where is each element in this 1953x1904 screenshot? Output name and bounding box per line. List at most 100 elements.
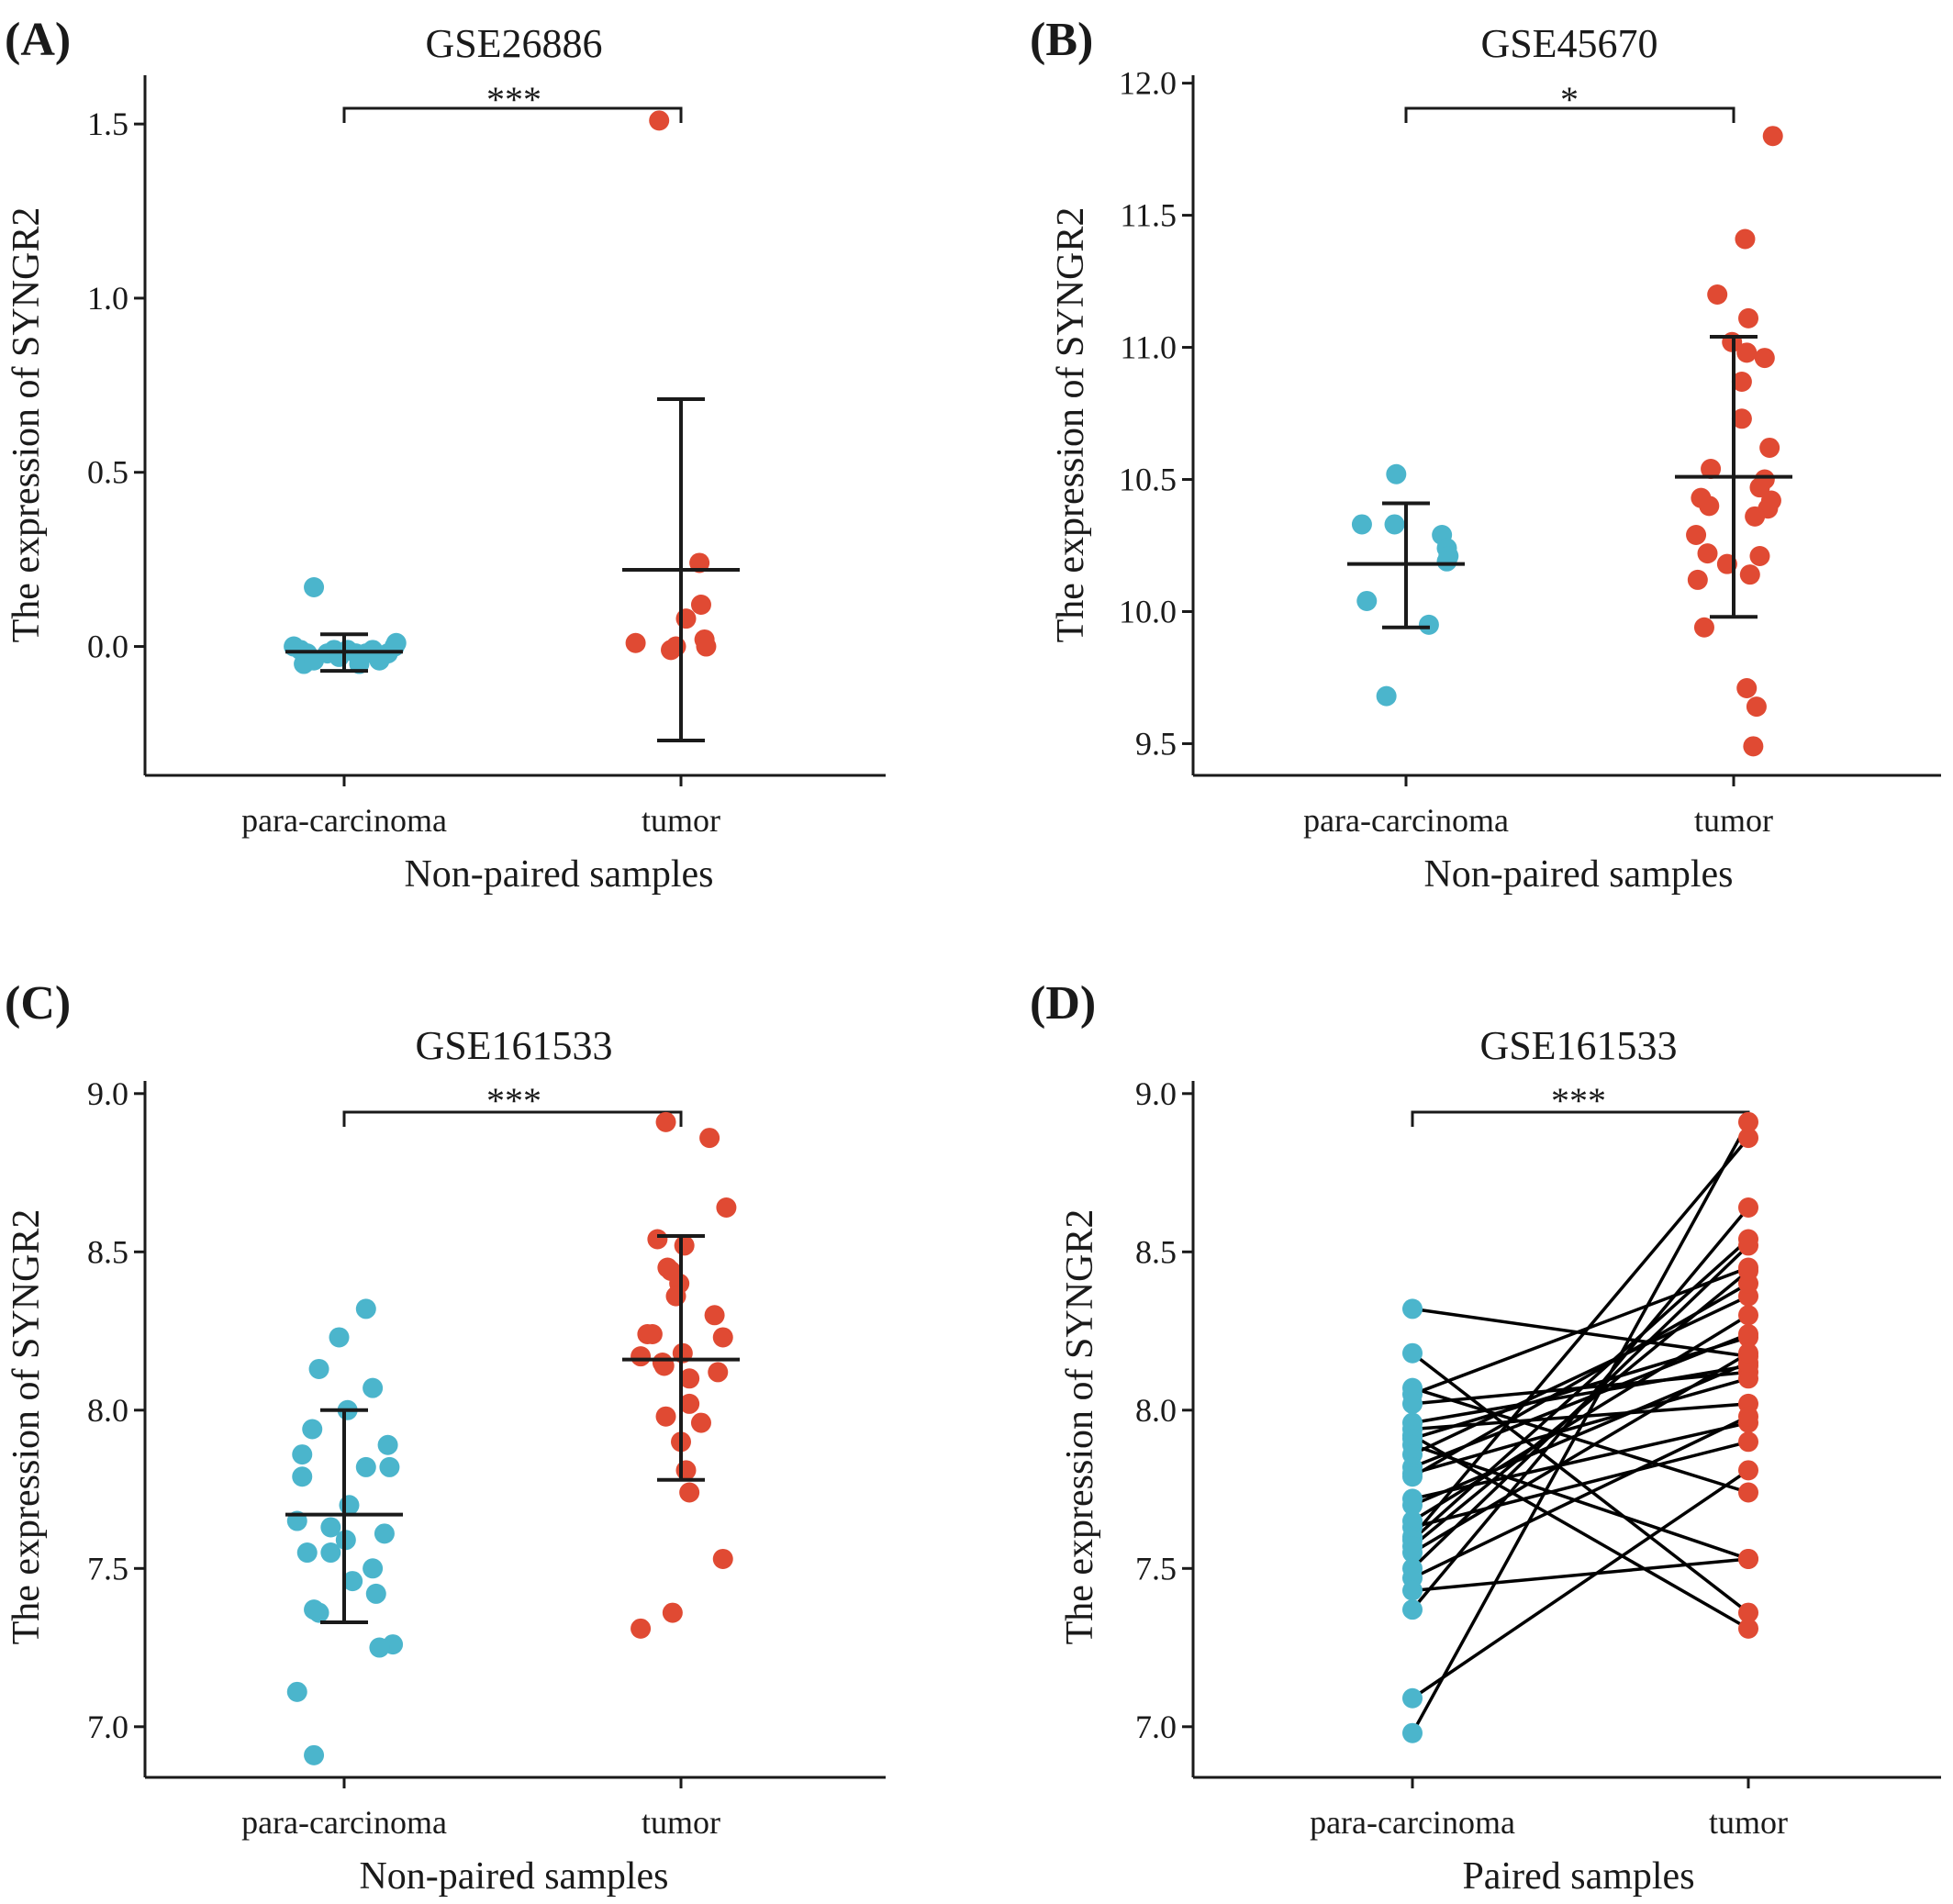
tumor-point (712, 1548, 733, 1569)
tumor-point (1686, 524, 1707, 545)
tumor-point (1738, 1342, 1758, 1364)
para-point (1402, 1298, 1423, 1319)
plot-area-c: 7.0 7.5 8.0 8.5 9.0 (87, 1075, 886, 1788)
tumor-point (1731, 408, 1752, 429)
x-category-label-d-tumor: tumor (1709, 1804, 1788, 1841)
para-point (1402, 1687, 1423, 1709)
tumor-point (675, 1460, 697, 1481)
pair-line (1412, 1386, 1749, 1495)
tumor-point (679, 1482, 700, 1503)
pair-line (1411, 1136, 1750, 1538)
tumor-point (665, 636, 686, 657)
tumor-point (1687, 569, 1708, 590)
tumor-point (679, 1393, 700, 1414)
para-point (1384, 514, 1405, 535)
tumor-point (674, 1235, 695, 1256)
panel-c: (C) GSE161533 Non-paired samples The exp… (5, 977, 886, 1898)
para-point (1418, 614, 1439, 635)
tumor-point (1759, 437, 1780, 458)
y-tick-label: 0.5 (87, 454, 128, 491)
plot-area-b: 9.5 10.0 10.5 11.0 11.5 12.0 (1119, 65, 1941, 786)
tumor-point (631, 1346, 652, 1367)
tumor-point (1707, 284, 1728, 305)
tumor-point (1743, 736, 1764, 757)
y-tick-label: 0.0 (87, 629, 128, 665)
tumor-point (1738, 307, 1759, 328)
tumor-point (690, 594, 711, 615)
significance-bracket (342, 106, 683, 123)
para-point (308, 1602, 329, 1623)
tumor-point (1754, 348, 1775, 369)
tumor-point (675, 608, 697, 629)
tumor-point (1739, 564, 1760, 585)
tumor-point (1736, 342, 1758, 363)
pair-line (1412, 1352, 1749, 1554)
y-tick-label: 7.5 (1135, 1550, 1177, 1587)
tumor-point (655, 1111, 676, 1132)
para-point (363, 1377, 384, 1398)
tumor-point (1746, 696, 1767, 718)
para-point (365, 1583, 386, 1604)
pair-line (1412, 1443, 1749, 1561)
x-axis-label-a: Non-paired samples (404, 853, 713, 896)
para-point (374, 1523, 395, 1544)
para-point (296, 1542, 318, 1564)
tumor-point (1738, 1261, 1758, 1281)
x-axis-label-b: Non-paired samples (1423, 853, 1733, 896)
para-point (1402, 1580, 1423, 1601)
y-tick-label: 9.0 (87, 1075, 128, 1112)
pair-line (1412, 1433, 1749, 1631)
panel-a: (A) GSE26886 Non-paired samples The expr… (5, 14, 886, 896)
para-point (1402, 1542, 1423, 1564)
y-tick-label: 9.0 (1135, 1075, 1177, 1112)
para-point (1402, 1722, 1423, 1743)
pair-line (1412, 1313, 1749, 1523)
tumor-point (1738, 1128, 1758, 1149)
significance-bracket (342, 1110, 683, 1127)
panel-label-b: (B) (1030, 14, 1093, 66)
pair-line (1412, 1468, 1749, 1700)
tumor-point (712, 1327, 733, 1348)
x-axis-label-d: Paired samples (1462, 1855, 1694, 1898)
tumor-point (679, 1368, 700, 1389)
tumor-point (1735, 228, 1756, 250)
tumor-point (1738, 1235, 1758, 1256)
tumor-point (1738, 1602, 1758, 1623)
tumor-point (1701, 459, 1722, 480)
para-point (339, 1495, 360, 1516)
para-point (286, 1681, 307, 1702)
significance-label-b: * (1560, 79, 1579, 120)
para-point (379, 1456, 400, 1477)
tumor-point (665, 1286, 686, 1307)
y-tick-label: 7.5 (87, 1550, 128, 1587)
panel-label-a: (A) (5, 14, 71, 66)
tumor-point (1749, 546, 1770, 567)
para-point (304, 577, 325, 598)
tumor-point (1738, 1368, 1758, 1389)
para-point (320, 1517, 341, 1538)
tumor-point (631, 1618, 652, 1639)
para-point (369, 1637, 390, 1658)
y-tick-label: 1.0 (87, 280, 128, 317)
tumor-point (1738, 1482, 1758, 1503)
x-category-label-b-tumor: tumor (1694, 802, 1773, 839)
tumor-point (690, 1412, 711, 1433)
tumor-point (1738, 1548, 1758, 1569)
tumor-point (696, 636, 717, 657)
pair-line (1411, 1238, 1750, 1542)
y-tick-label: 1.5 (87, 106, 128, 142)
x-category-label-c-tumor: tumor (642, 1804, 720, 1841)
tumor-point (1738, 1111, 1758, 1132)
plot-area-a: 0.0 0.5 1.0 1.5 (87, 75, 886, 786)
tumor-point (1738, 1406, 1758, 1427)
y-tick-label: 9.5 (1135, 725, 1177, 762)
significance-bracket (1404, 106, 1735, 123)
y-tick-label: 8.0 (87, 1392, 128, 1429)
pair-line (1412, 1415, 1749, 1580)
y-tick-label: 8.5 (87, 1233, 128, 1270)
tumor-point (1745, 506, 1766, 527)
tumor-point (649, 110, 670, 131)
significance-label-d: *** (1551, 1080, 1606, 1121)
x-axis-label-c: Non-paired samples (359, 1855, 668, 1898)
